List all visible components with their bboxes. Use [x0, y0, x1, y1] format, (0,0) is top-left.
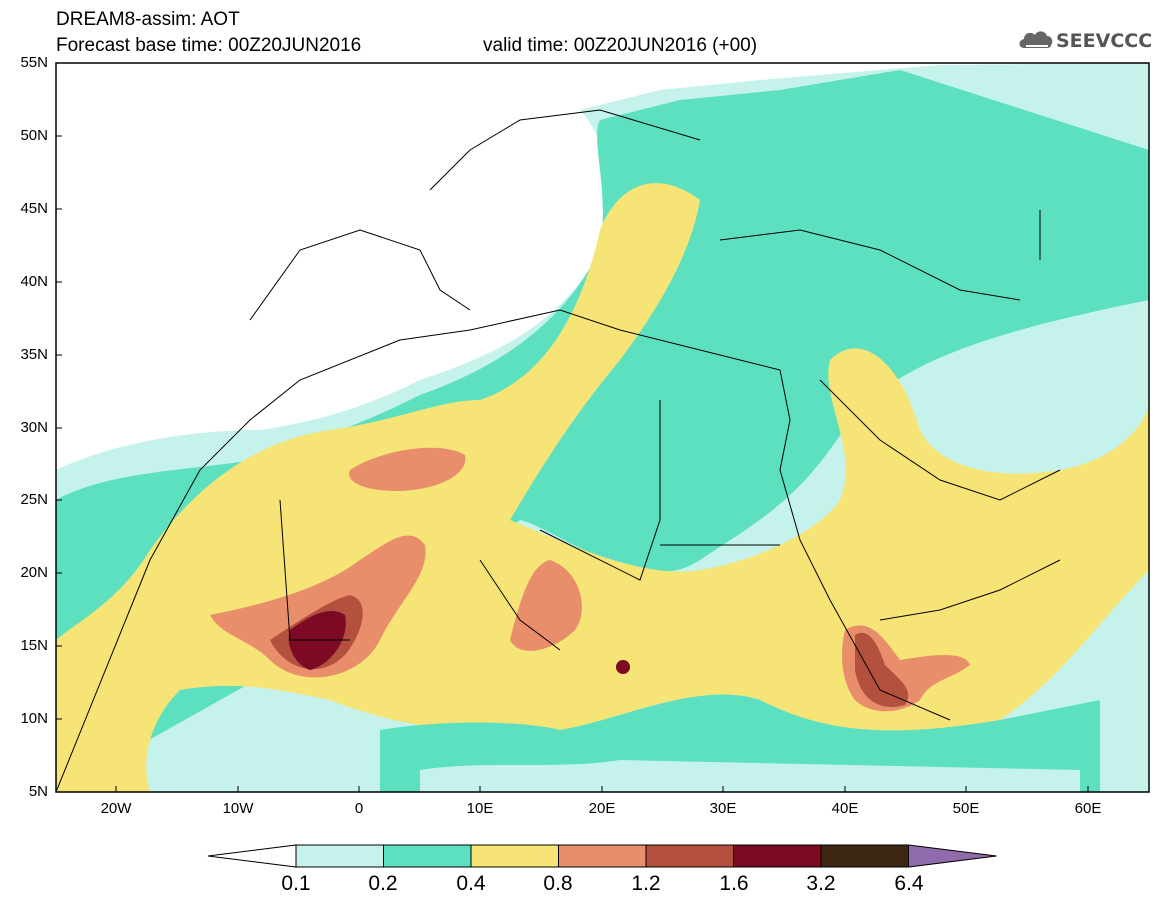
lon-label: 60E: [1074, 800, 1102, 817]
aot-spot: [616, 660, 630, 674]
seevccc-logo: SEEVCCC: [1056, 30, 1153, 52]
lon-label: 10E: [466, 800, 494, 817]
lat-label: 20N: [20, 564, 48, 581]
colorbar-segment: [733, 844, 822, 868]
colorbar-label: 0.2: [368, 872, 398, 895]
aot-band-0.8c: [510, 560, 582, 651]
forecast-base-time: Forecast base time: 00Z20JUN2016: [56, 35, 362, 56]
lat-label: 30N: [20, 419, 48, 436]
map-title: DREAM8-assim: AOT: [56, 9, 240, 30]
lon-label: 30E: [709, 800, 737, 817]
colorbar-segment: [383, 844, 472, 868]
lat-label: 40N: [20, 273, 48, 290]
lat-label: 50N: [20, 127, 48, 144]
colorbar-segment: [820, 844, 909, 868]
lon-label: 0: [354, 800, 364, 817]
colorbar-segment: [558, 844, 647, 868]
colorbar-label: 0.1: [281, 872, 311, 895]
colorbar-label: 6.4: [894, 872, 924, 895]
lon-label: 50E: [952, 800, 980, 817]
valid-time: valid time: 00Z20JUN2016 (+00): [483, 35, 758, 56]
lat-label: 15N: [20, 637, 48, 654]
aot-band-1.2b: [855, 632, 909, 707]
lat-label: 5N: [28, 783, 48, 800]
lat-label: 45N: [20, 200, 48, 217]
colorbar-label: 0.8: [543, 872, 573, 895]
lat-label: 25N: [20, 491, 48, 508]
colorbar-label: 0.4: [456, 872, 486, 895]
colorbar-label: 1.6: [719, 872, 749, 895]
lon-label: 10W: [222, 800, 254, 817]
lon-label: 20W: [100, 800, 132, 817]
lon-label: 40E: [831, 800, 859, 817]
aot-band-0.8b: [210, 535, 426, 678]
lat-label: 10N: [20, 710, 48, 727]
colorbar-arrow-high: [908, 844, 997, 868]
aot-band-south-c1: [420, 760, 1080, 792]
lat-label: 35N: [20, 346, 48, 363]
colorbar-label: 1.2: [631, 872, 661, 895]
cloud-icon: [1019, 31, 1053, 48]
colorbar-arrow-low: [207, 844, 297, 868]
lat-label: 55N: [20, 54, 48, 71]
colorbar-segment: [645, 844, 734, 868]
colorbar-segment: [295, 844, 384, 868]
lon-label: 20E: [588, 800, 616, 817]
colorbar-segment: [470, 844, 559, 868]
aot-band-0.8: [349, 447, 466, 491]
colorbar-label: 3.2: [806, 872, 836, 895]
